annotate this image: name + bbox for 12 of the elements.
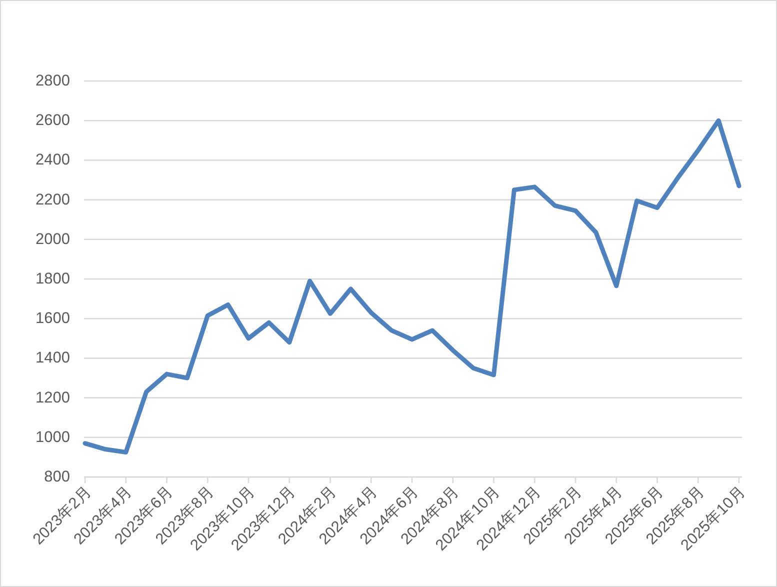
line-series [82,118,742,454]
y-tick-label: 1200 [36,389,70,406]
y-tick-label: 2400 [36,152,70,169]
y-tick-label: 1000 [36,428,70,446]
y-tick-label: 1600 [36,310,70,328]
y-tick-label: 2800 [36,72,70,90]
y-tick-label: 2000 [36,230,70,248]
y-tick-label: 800 [44,468,70,486]
y-tick-label: 1400 [36,350,70,367]
y-tick-label: 2200 [36,191,70,208]
y-tick-label: 2600 [36,112,70,130]
y-tick-label: 1800 [36,270,70,288]
